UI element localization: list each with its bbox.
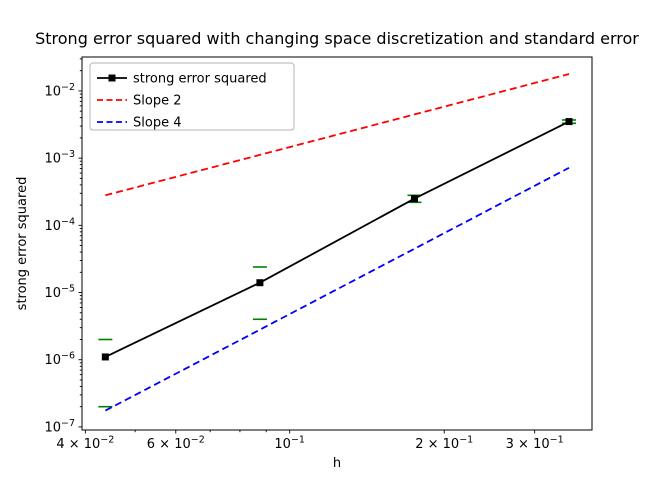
x-axis-label: h <box>333 456 341 471</box>
x-tick-label: 3 × 10−1 <box>506 435 564 453</box>
x-tick-label: 10−1 <box>274 435 305 453</box>
data-point-marker <box>256 279 264 287</box>
legend-label-strong-error-squared: strong error squared <box>133 72 267 87</box>
x-tick-label: 6 × 10−2 <box>147 435 205 453</box>
y-axis-label: strong error squared <box>15 177 30 311</box>
x-tick-label: 2 × 10−1 <box>415 435 473 453</box>
series-line-slope-2 <box>105 73 570 197</box>
y-tick-label: 10−5 <box>44 284 75 302</box>
legend: strong error squared Slope 2 Slope 4 <box>89 62 295 131</box>
y-tick-label: 10−7 <box>44 418 75 436</box>
legend-marker <box>108 74 116 82</box>
data-point-marker <box>410 195 418 203</box>
legend-label-slope-4: Slope 4 <box>133 116 181 131</box>
y-tick-label: 10−6 <box>44 351 75 369</box>
y-tick-label: 10−2 <box>44 82 75 100</box>
legend-label-slope-2: Slope 2 <box>133 94 181 109</box>
y-tick-label: 10−3 <box>44 149 75 167</box>
x-tick-label: 4 × 10−2 <box>56 435 114 453</box>
legend-box <box>89 62 295 131</box>
data-point-marker <box>101 353 109 361</box>
series-line-strong-error-squared <box>105 120 570 358</box>
data-point-marker <box>565 118 573 126</box>
chart-title: Strong error squared with changing space… <box>35 29 639 48</box>
y-tick-label: 10−4 <box>44 216 75 234</box>
plot-border <box>81 56 593 431</box>
